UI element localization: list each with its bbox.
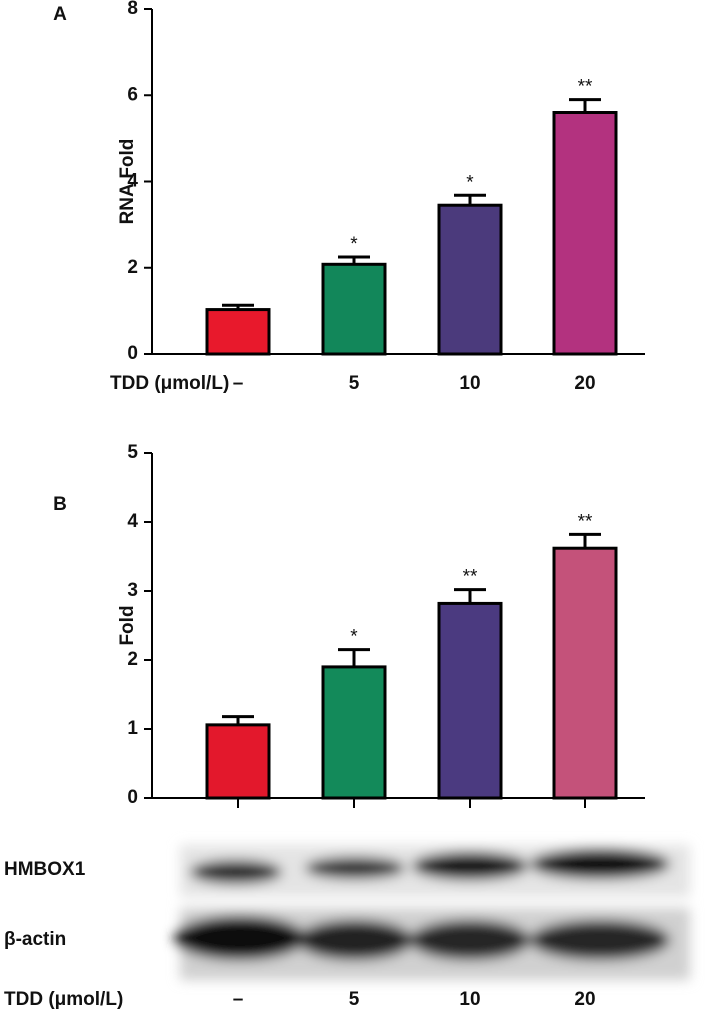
x-axis-label: TDD (μmol/L) [110,373,229,394]
y-axis-label: RNA Fold [117,139,138,225]
x-tick-label: 20 [574,989,595,1010]
x-tick-label: – [233,989,244,1010]
y-tick-label: 6 [127,84,138,105]
y-tick-label: 0 [127,787,138,808]
blot-row-label: β-actin [4,929,66,950]
blot-row-label: HMBOX1 [4,859,86,880]
bar [205,308,271,356]
y-tick-label: 2 [127,257,138,278]
bar [437,601,503,800]
y-tick-label: 2 [127,649,138,670]
significance-label: ** [463,567,478,588]
significance-label: * [466,172,474,193]
y-tick-label: 8 [127,0,138,19]
x-tick-label: – [233,373,244,394]
panel-label: B [53,494,67,515]
bar [321,262,387,356]
significance-label: * [350,234,358,255]
bar [437,203,503,356]
significance-label: ** [578,77,593,98]
x-tick-label: 5 [349,989,360,1010]
bar [205,723,271,800]
y-tick-label: 0 [127,343,138,364]
bar [552,111,618,356]
y-tick-label: 3 [127,580,138,601]
significance-label: ** [578,511,593,532]
y-tick-label: 4 [127,171,138,192]
western-blot [174,845,690,980]
x-axis-label: TDD (μmol/L) [4,989,123,1010]
x-tick-label: 5 [349,373,360,394]
bar [321,665,387,800]
panel-label: A [53,4,67,25]
x-tick-label: 10 [459,373,480,394]
y-tick-label: 5 [127,442,138,463]
x-tick-label: 10 [459,989,480,1010]
bar [552,546,618,800]
x-tick-label: 20 [574,373,595,394]
y-axis-label: Fold [117,605,138,645]
y-tick-label: 4 [127,511,138,532]
y-tick-label: 1 [127,718,138,739]
significance-label: * [350,627,358,648]
